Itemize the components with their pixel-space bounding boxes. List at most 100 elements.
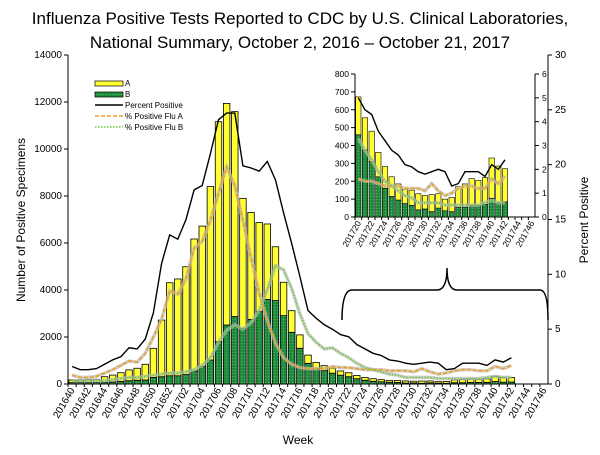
bar-b <box>320 370 328 385</box>
bar-b <box>157 376 166 385</box>
inset-bar-b <box>362 149 368 218</box>
bar-b <box>336 374 345 385</box>
bar-a <box>377 379 385 383</box>
inset-bar-a <box>355 96 362 136</box>
legend-swatch-a <box>94 80 124 87</box>
legend-swatch-b <box>94 91 124 98</box>
y-tick-label: 4000 <box>40 285 63 296</box>
y-tick-label: 10000 <box>34 144 62 155</box>
bar-b <box>345 376 353 385</box>
bar-a <box>288 310 296 333</box>
inset-y-tick-label: 100 <box>335 194 349 204</box>
bar-a <box>328 367 337 374</box>
inset-y2-tick-label: 0 <box>542 212 547 222</box>
bar-b <box>141 379 149 385</box>
inset-bar-a <box>475 180 482 206</box>
bar-b <box>312 367 320 385</box>
inset-y-tick-label: 300 <box>335 158 349 168</box>
y-tick-label: 0 <box>56 379 62 390</box>
line-pct-flu-a <box>71 164 512 379</box>
inset-bar-b <box>415 209 422 218</box>
x-axis-label: Week <box>283 433 314 447</box>
inset-line-percent-positive <box>357 97 506 187</box>
bar-a <box>133 367 141 381</box>
line-percent-positive <box>71 112 512 371</box>
inset-bar-b <box>382 188 388 218</box>
legend-label: % Positive Flu B <box>125 123 183 132</box>
inset-y2-tick-label: 2 <box>542 164 547 174</box>
inset-bar-b <box>455 206 462 218</box>
y-axis-label: Number of Positive Specimens <box>14 138 28 302</box>
bar-a <box>418 380 426 384</box>
y2-tick-label: 5 <box>555 324 561 335</box>
bar-b <box>166 375 174 385</box>
inset-bar-b <box>435 207 442 218</box>
legend-label: Percent Positive <box>125 101 183 110</box>
bar-b <box>247 318 255 385</box>
inset-bar-b <box>388 196 395 218</box>
inset-bar-b <box>355 134 362 218</box>
bar-a <box>345 372 353 378</box>
inset-plot: 0100200300400500600700800012345620172020… <box>330 62 547 252</box>
inset-bar-a <box>435 193 442 209</box>
inset-y-tick-label: 700 <box>335 87 349 97</box>
bar-a <box>141 363 149 381</box>
y-tick-label: 14000 <box>34 50 62 61</box>
inset-bar-b <box>462 206 468 218</box>
bar-a <box>166 282 174 377</box>
bar-b <box>149 377 158 385</box>
bar-a <box>385 379 394 383</box>
inset-bar-b <box>395 199 402 218</box>
y-tick-label: 2000 <box>40 332 63 343</box>
bar-b <box>328 372 337 385</box>
inset-bar-a <box>462 183 468 208</box>
bar-a <box>174 278 182 377</box>
bar-a <box>231 111 239 317</box>
bar-a <box>434 381 442 384</box>
bar-b <box>206 359 215 385</box>
bar-a <box>393 380 402 383</box>
inset-bar-a <box>468 178 475 206</box>
inset-y-tick-label: 200 <box>335 176 349 186</box>
inset-bracket <box>341 267 549 321</box>
bar-a <box>222 103 231 326</box>
bar-a <box>263 223 271 300</box>
bar-b <box>182 374 190 385</box>
bar-a <box>304 354 312 364</box>
bar-b <box>369 380 377 385</box>
bar-a <box>361 376 369 381</box>
y-tick-label: 12000 <box>34 97 62 108</box>
bar-a <box>450 379 459 384</box>
bar-a <box>279 281 288 317</box>
inset-bar-b <box>475 205 482 218</box>
bar-b <box>304 362 312 385</box>
y-tick-label: 8000 <box>40 191 63 202</box>
bar-b <box>174 375 182 385</box>
y2-tick-label: 20 <box>555 160 567 171</box>
inset-y-tick-label: 600 <box>335 105 349 115</box>
inset-y-tick-label: 500 <box>335 123 349 133</box>
inset-line-pct-flu-a <box>358 175 506 197</box>
bar-b <box>239 327 247 385</box>
bar-b <box>255 311 263 385</box>
bar-a <box>410 380 418 384</box>
bar-a <box>336 370 345 376</box>
legend-label: % Positive Flu A <box>125 112 183 121</box>
bar-b <box>288 331 296 385</box>
bar-a <box>442 381 450 384</box>
inset-bar-b <box>402 203 408 218</box>
inset-bar-b <box>482 204 488 218</box>
inset-y2-tick-label: 4 <box>542 117 547 127</box>
inset-bar-b <box>428 211 435 218</box>
bar-a <box>296 334 304 349</box>
chart-title: Influenza Positive Tests Reported to CDC… <box>32 9 568 28</box>
bar-b <box>125 380 133 385</box>
inset-y2-tick-label: 3 <box>542 141 547 151</box>
bar-a <box>182 266 190 375</box>
inset-y2-tick-label: 5 <box>542 93 547 103</box>
legend-label: A <box>125 79 131 88</box>
legend-label: B <box>125 90 130 99</box>
inset-bar-b <box>368 161 375 218</box>
inset-bar-b <box>468 205 475 218</box>
